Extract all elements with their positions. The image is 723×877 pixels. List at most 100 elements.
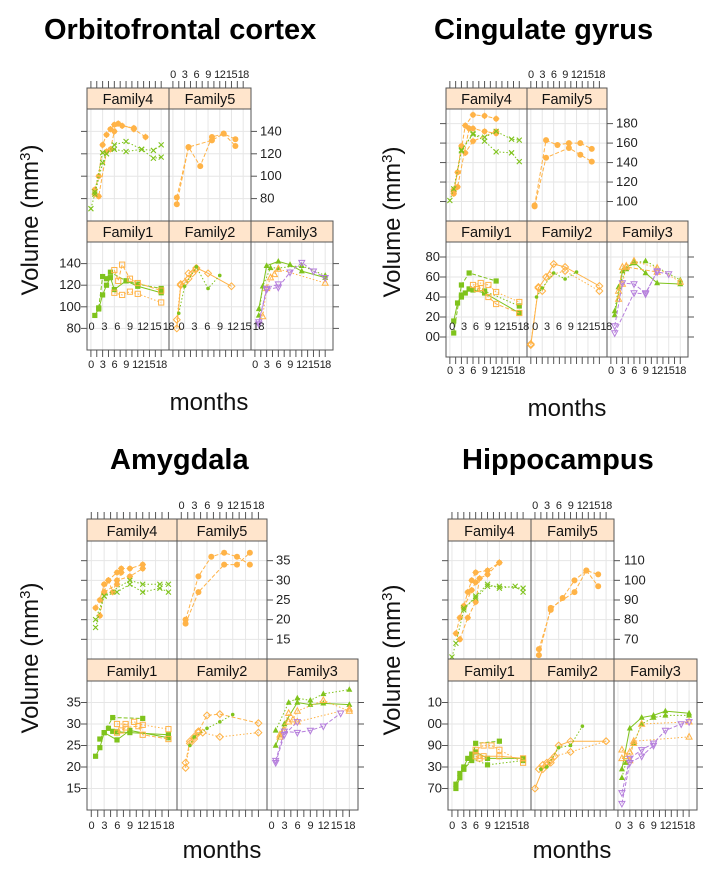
data-point	[114, 737, 120, 743]
data-point	[453, 781, 459, 787]
data-point	[470, 287, 476, 293]
data-point	[202, 711, 212, 720]
grid	[87, 109, 169, 221]
data-point	[508, 149, 515, 156]
data-point	[662, 707, 669, 714]
data-point	[631, 259, 637, 266]
series-orange	[472, 742, 527, 766]
series-line	[463, 757, 524, 770]
data-point	[519, 755, 527, 762]
data-point	[293, 729, 302, 738]
y-axis: 70 80 90 100 110	[442, 553, 646, 646]
data-point	[96, 596, 104, 604]
data-point	[294, 699, 301, 705]
x-tick-label: 18	[514, 365, 526, 377]
series-purple	[254, 259, 330, 329]
y-tick-label: 00	[426, 329, 440, 344]
data-point	[293, 717, 302, 725]
data-point	[345, 706, 354, 714]
data-point	[638, 714, 645, 720]
data-point	[188, 743, 192, 748]
chart-orbitofrontal-cortex: Orbitofrontal cortex Family4 Family5 Famil…	[0, 0, 362, 430]
y-tick-label: 80	[624, 612, 638, 627]
data-point	[95, 193, 102, 200]
data-point	[111, 146, 118, 153]
data-point	[156, 581, 163, 588]
panel-family5: Family5	[530, 518, 615, 660]
series-line	[176, 133, 236, 198]
data-point	[271, 760, 280, 768]
series-green	[460, 583, 526, 611]
series-line	[258, 261, 326, 325]
data-point	[481, 134, 488, 141]
x-tick-label: 3	[461, 321, 467, 333]
x-tick-label: 3	[544, 321, 550, 333]
x-tick-label: 18	[600, 321, 612, 333]
panel-family4: Family4	[86, 87, 170, 222]
data-point	[184, 274, 193, 283]
x-tick-label: 9	[217, 321, 223, 333]
data-point	[453, 640, 459, 647]
data-point	[466, 286, 472, 292]
x-tick-label: 18	[163, 820, 175, 832]
x-tick-label: 3	[264, 359, 270, 371]
y-axis: 70 30 90 00 10	[428, 695, 703, 796]
data-point	[686, 712, 693, 718]
data-point	[649, 740, 658, 748]
strip-label: Family4	[107, 524, 158, 540]
data-point	[130, 125, 138, 133]
y-tick-label: 120	[616, 174, 638, 189]
series-line	[103, 729, 169, 741]
x-tick-label: 15	[589, 500, 601, 512]
data-point	[192, 735, 196, 739]
data-point	[158, 299, 165, 306]
data-point	[468, 586, 475, 594]
data-point	[512, 583, 519, 590]
data-point	[165, 726, 172, 733]
x-tick-label: 6	[194, 69, 200, 81]
data-point	[473, 285, 480, 293]
x-tick-label: 6	[631, 365, 637, 377]
data-point	[96, 305, 102, 311]
grid	[446, 242, 527, 357]
data-point	[100, 273, 106, 280]
series-line	[621, 736, 690, 762]
series-green	[618, 707, 693, 772]
strip-label: Family1	[107, 664, 158, 680]
data-point	[280, 728, 289, 736]
data-point	[286, 269, 294, 277]
data-point	[294, 694, 301, 701]
data-point	[138, 146, 145, 153]
x-tick-label: 3	[191, 321, 197, 333]
y-axis: 15 20 25 30 35	[67, 695, 364, 796]
data-point	[485, 281, 492, 289]
strip-label: Family5	[197, 524, 248, 540]
data-point	[516, 310, 522, 316]
data-point	[462, 290, 468, 296]
data-point	[469, 281, 477, 289]
data-point	[111, 289, 118, 296]
panel-family4: Family4	[447, 518, 532, 660]
y-axis-label: Volume (mm3)	[17, 582, 45, 733]
data-point	[446, 197, 453, 204]
data-point	[618, 280, 627, 288]
y-axis: 100 120 140 160 180	[440, 116, 638, 209]
series-purple	[271, 719, 302, 768]
series-green	[539, 724, 585, 771]
data-point	[254, 719, 263, 728]
data-point	[619, 267, 626, 274]
data-point	[111, 286, 117, 293]
data-point	[91, 188, 98, 195]
series-orange	[113, 718, 172, 733]
data-point	[113, 577, 121, 584]
series-orange	[258, 264, 330, 320]
series-orange	[535, 567, 602, 659]
data-point	[208, 137, 215, 144]
data-point	[677, 280, 684, 287]
data-point	[546, 756, 555, 765]
x-tick-label: 9	[485, 321, 491, 333]
data-point	[629, 736, 638, 744]
series-orange	[182, 549, 253, 627]
data-point	[571, 589, 578, 596]
